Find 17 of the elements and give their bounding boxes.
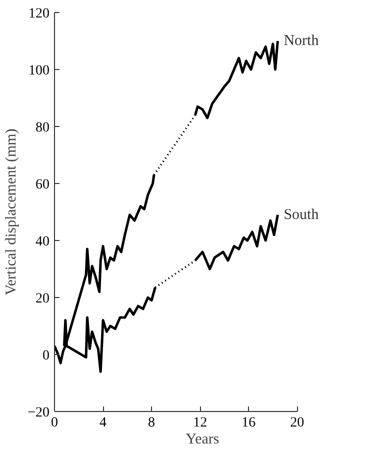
- y-tick-label: 0: [42, 348, 50, 364]
- y-tick-label: 60: [36, 178, 50, 192]
- y-tick-label: 120: [28, 6, 50, 22]
- y-tick-label: 80: [36, 120, 50, 136]
- y-tick-label: 100: [28, 64, 50, 78]
- x-tick-label: 8: [148, 416, 156, 430]
- x-tick-label: 12: [193, 416, 208, 430]
- x-tick-label: 16: [242, 416, 256, 430]
- y-tick-label: −20: [28, 406, 50, 420]
- x-tick-label: 4: [100, 416, 107, 430]
- series-label: North: [284, 33, 320, 49]
- y-tick-label: 40: [36, 234, 50, 250]
- x-tick-label: 20: [290, 416, 304, 430]
- y-tick-label: 20: [36, 292, 50, 306]
- x-axis-title: Years: [186, 432, 220, 448]
- series-label: South: [284, 206, 320, 223]
- y-axis-title: Vertical displacement (mm): [4, 128, 20, 296]
